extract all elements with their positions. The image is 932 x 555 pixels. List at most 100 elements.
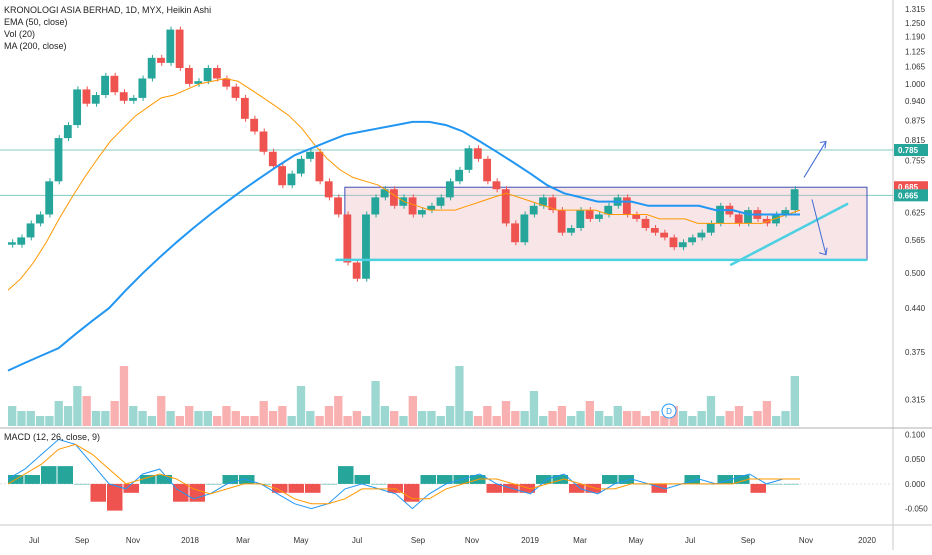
volume-bar — [222, 406, 231, 426]
volume-bar — [501, 401, 511, 426]
candle-body — [660, 232, 669, 238]
volume-bar — [529, 391, 539, 426]
candle-body — [473, 148, 482, 159]
price-tick-label: 0.940 — [905, 97, 926, 106]
macd-histogram-bar — [222, 475, 238, 484]
macd-histogram-bar — [783, 483, 799, 485]
macd-histogram-bar — [684, 475, 700, 484]
time-tick-label: Jul — [29, 536, 39, 545]
volume-bar — [45, 416, 54, 426]
candle-body — [343, 214, 352, 263]
volume-bar — [613, 406, 622, 426]
price-tick-label: 1.250 — [905, 19, 926, 28]
volume-bar — [520, 411, 529, 426]
volume-bar — [399, 416, 408, 426]
candle-body — [697, 232, 706, 238]
candle-body — [576, 210, 585, 229]
candle-body — [436, 197, 445, 206]
macd-histogram-bar — [288, 483, 304, 493]
candle-body — [45, 181, 54, 215]
volume-bar — [678, 411, 688, 426]
candle-body — [548, 197, 557, 211]
volume-bar — [762, 401, 772, 426]
candle-body — [427, 205, 436, 211]
price-tick-label: 0.375 — [905, 348, 926, 357]
macd-histogram-bar — [305, 483, 321, 493]
macd-histogram-bar — [57, 466, 73, 484]
price-tick-label: 0.315 — [905, 395, 926, 404]
macd-histogram-bar — [173, 483, 189, 502]
candle-body — [212, 67, 221, 79]
volume-bar — [306, 411, 315, 426]
time-tick-label: May — [293, 536, 308, 545]
volume-bar — [166, 411, 175, 426]
macd-histogram-bar — [734, 475, 750, 484]
volume-bar — [576, 411, 585, 426]
dividend-marker — [661, 403, 677, 419]
candle-body — [539, 197, 547, 206]
candle-body — [417, 210, 426, 215]
ma200-line — [7, 120, 800, 372]
volume-bar — [212, 416, 222, 426]
candle-body — [129, 97, 137, 101]
arrow-up — [803, 141, 827, 178]
volume-bar — [548, 411, 557, 426]
macd-histogram-bar — [206, 483, 222, 485]
price-badge — [894, 144, 928, 157]
candle-body — [8, 242, 16, 245]
volume-bar — [539, 416, 548, 426]
candle-body — [371, 197, 380, 215]
price-badge-label: 0.665 — [898, 191, 919, 200]
volume-bar — [296, 386, 306, 426]
candle-body — [268, 151, 277, 167]
candle-body — [306, 151, 314, 159]
candle-body — [445, 181, 454, 198]
volume-bar — [203, 411, 212, 426]
candle-body — [101, 75, 109, 96]
candle-body — [669, 237, 678, 248]
candle-body — [567, 228, 575, 233]
candle-body — [772, 214, 780, 224]
macd-histogram-bar — [24, 475, 40, 484]
macd-histogram-bar — [371, 483, 387, 485]
candle-body — [529, 205, 538, 215]
time-tick-label: Jul — [352, 536, 362, 545]
macd-histogram-bar — [651, 483, 667, 493]
candle-body — [17, 237, 26, 245]
candle-body — [278, 166, 287, 186]
dividend-marker-label: D — [666, 407, 672, 416]
volume-bar — [119, 366, 129, 426]
volume-bar — [63, 406, 73, 426]
volume-bar — [26, 411, 35, 426]
chart-title: KRONOLOGI ASIA BERHAD, 1D, MYX, Heikin A… — [4, 5, 212, 15]
candle-body — [362, 214, 370, 279]
price-tick-label: 1.125 — [905, 48, 926, 57]
time-tick-label: Mar — [236, 536, 250, 545]
range-box — [344, 186, 868, 261]
macd-tick-label: -0.050 — [905, 505, 928, 514]
volume-bar — [82, 396, 91, 426]
volume-bar — [492, 416, 501, 426]
price-tick-label: 0.565 — [905, 236, 926, 245]
time-tick-label: May — [628, 536, 643, 545]
time-tick-label: Nov — [126, 536, 140, 545]
volume-bar — [753, 411, 762, 426]
macd-tick-label: 0.000 — [905, 480, 926, 489]
volume-bar — [734, 406, 744, 426]
candle-body — [203, 67, 212, 82]
macd-histogram-bar — [41, 466, 57, 484]
volume-bar — [287, 416, 296, 426]
macd-histogram-bar — [486, 483, 502, 493]
candle-body — [781, 210, 790, 215]
arrow-down — [811, 199, 827, 255]
candle-body — [688, 237, 697, 243]
volume-bar — [650, 411, 660, 426]
time-tick-label: 2020 — [858, 536, 876, 545]
volume-bar — [585, 401, 595, 426]
candle-body — [26, 223, 35, 238]
macd-histogram-bar — [107, 483, 123, 511]
candle-body — [222, 78, 231, 87]
volume-bar — [268, 411, 278, 426]
candle-body — [54, 138, 63, 182]
macd-histogram-bar — [569, 483, 585, 493]
